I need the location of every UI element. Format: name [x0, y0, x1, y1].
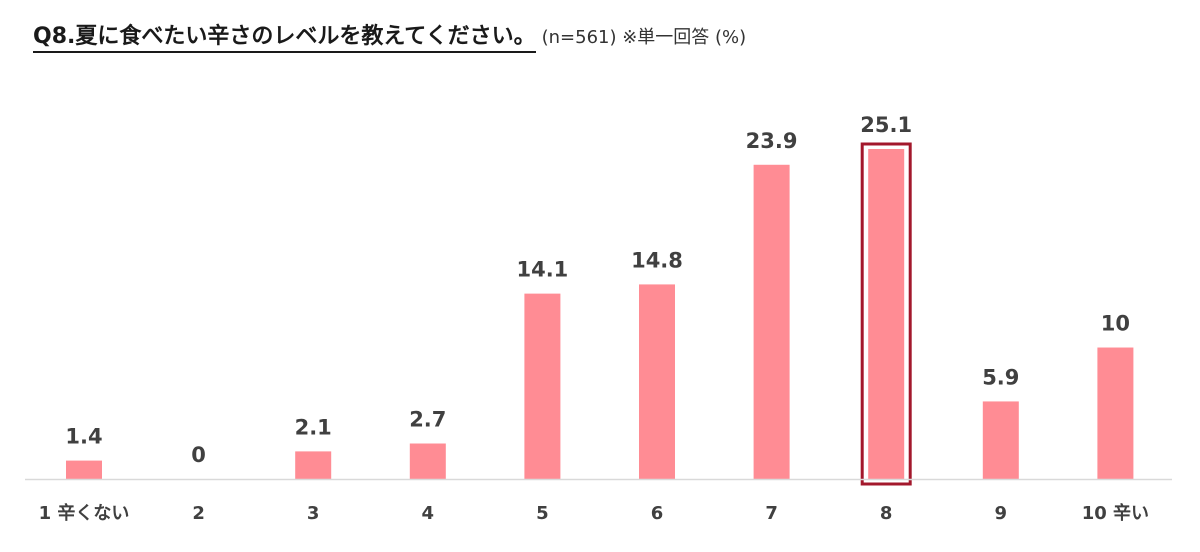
data-label: 0: [191, 443, 206, 467]
bars-group: [66, 142, 1134, 486]
data-label: 14.8: [631, 248, 683, 272]
bar: [639, 284, 675, 479]
tick-label: 10 辛い: [1082, 502, 1149, 524]
data-label: 25.1: [860, 113, 912, 137]
highlight-frame: [860, 142, 912, 486]
bar: [868, 149, 905, 479]
bar: [295, 451, 332, 479]
bar: [409, 443, 446, 479]
data-label: 5.9: [982, 365, 1019, 389]
value-labels-group: 1.4 0 2.1 2.7 14.1 14.8 23.9 25.1 5.9 10: [65, 113, 1130, 467]
tick-label: 9: [995, 503, 1008, 524]
tick-labels-group: 1 辛くない 2 3 4 5 6 7 8 9 10 辛い: [39, 502, 1149, 524]
data-label: 10: [1101, 312, 1130, 336]
bar: [1097, 347, 1134, 479]
chart-subtitle: (n=561) ※単一回答 (%): [541, 27, 747, 48]
tick-label: 7: [765, 503, 778, 524]
tick-label: 5: [536, 503, 549, 524]
data-label: 14.1: [516, 258, 568, 282]
bar: [66, 460, 102, 479]
tick-label: 2: [192, 503, 205, 524]
chart-title-row: Q8.夏に食べたい辛さのレベルを教えてください。 (n=561) ※単一回答 (…: [33, 18, 746, 53]
tick-label: 4: [422, 503, 435, 524]
tick-label: 8: [880, 503, 893, 524]
tick-label: 3: [307, 503, 320, 524]
bar: [982, 401, 1019, 479]
data-label: 2.1: [295, 415, 332, 439]
bar: [524, 293, 561, 479]
tick-label: 1 辛くない: [39, 502, 130, 524]
data-label: 2.7: [409, 408, 446, 432]
tick-label: 6: [651, 503, 664, 524]
chart-title: Q8.夏に食べたい辛さのレベルを教えてください。: [33, 18, 536, 53]
bar: [753, 164, 790, 479]
data-label: 1.4: [65, 425, 102, 449]
data-label: 23.9: [746, 129, 798, 153]
